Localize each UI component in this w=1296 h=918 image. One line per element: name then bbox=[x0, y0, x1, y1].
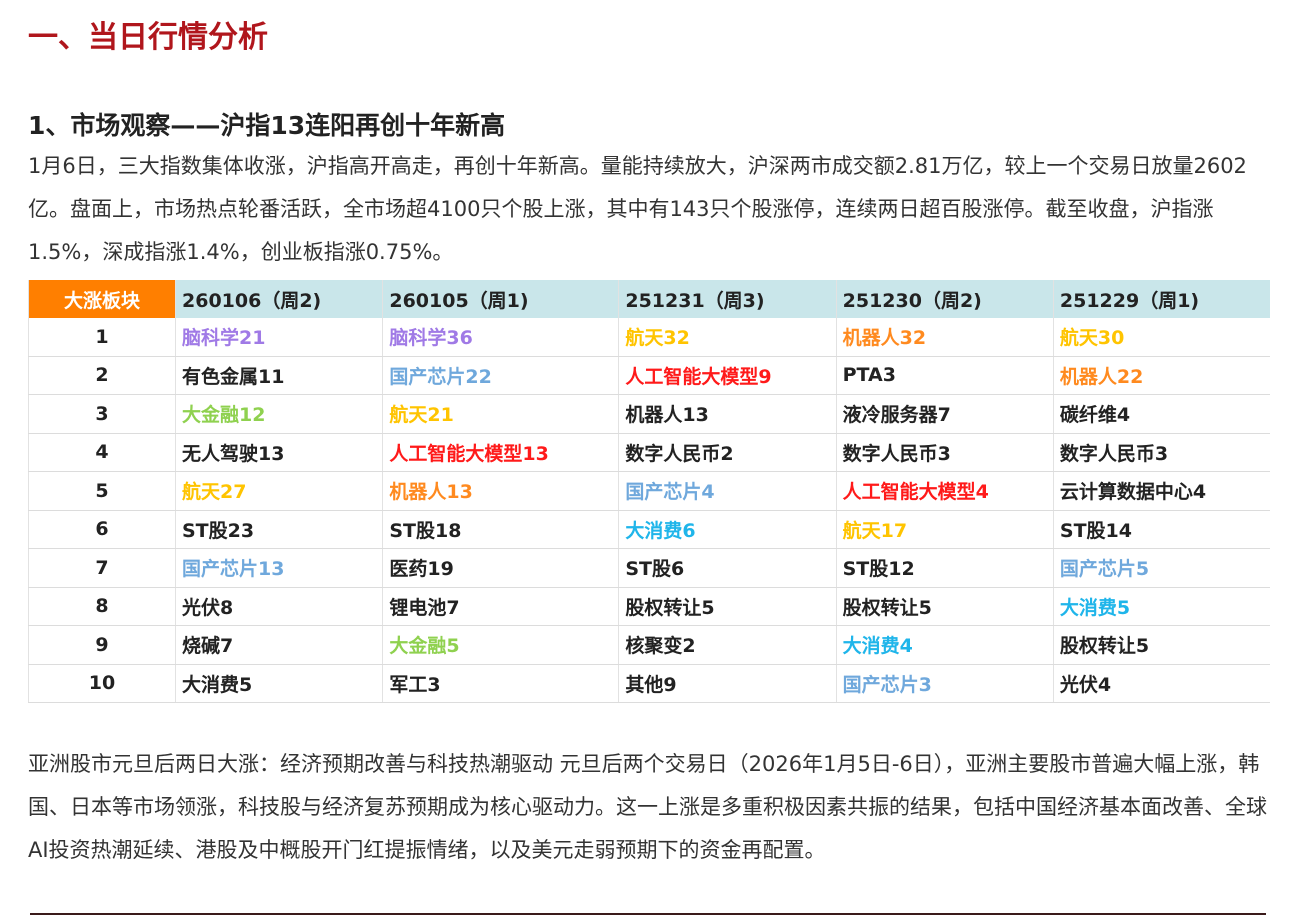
table-row: 9 烧碱7 大金融5 核聚变2 大消费4 股权转让5 bbox=[28, 625, 1270, 665]
sector-cell: 股权转让5 bbox=[1052, 625, 1270, 665]
sector-cell: 航天30 bbox=[1052, 318, 1270, 357]
sector-cell: 军工3 bbox=[382, 664, 619, 703]
date-header: 251231（周3) bbox=[618, 280, 837, 318]
sector-cell: 机器人32 bbox=[835, 318, 1054, 357]
table-row: 7 国产芯片13 医药19 ST股6 ST股12 国产芯片5 bbox=[28, 548, 1270, 588]
table-row: 3 大金融12 航天21 机器人13 液冷服务器7 碳纤维4 bbox=[28, 394, 1270, 434]
section-title: 一、当日行情分析 bbox=[28, 20, 268, 55]
sector-cell: 液冷服务器7 bbox=[835, 394, 1054, 434]
sector-cell: 股权转让5 bbox=[618, 587, 837, 626]
sector-cell: 机器人13 bbox=[618, 394, 837, 434]
sector-cell: 光伏4 bbox=[1052, 664, 1270, 703]
intro-paragraph: 1月6日，三大指数集体收涨，沪指高开高走，再创十年新高。量能持续放大，沪深两市成… bbox=[28, 154, 1247, 264]
asia-paragraph: 亚洲股市元旦后两日大涨：经济预期改善与科技热潮驱动 元旦后两个交易日（2026年… bbox=[28, 752, 1267, 862]
sector-cell: 国产芯片5 bbox=[1052, 548, 1270, 588]
rank-cell: 2 bbox=[28, 356, 176, 395]
rank-cell: 3 bbox=[28, 394, 176, 434]
sector-cell: 股权转让5 bbox=[835, 587, 1054, 626]
sector-cell: 机器人22 bbox=[1052, 356, 1270, 395]
sector-cell: 国产芯片4 bbox=[618, 471, 837, 511]
sector-cell: 大消费6 bbox=[618, 510, 837, 549]
sector-cell: 航天21 bbox=[382, 394, 619, 434]
sector-cell: 国产芯片22 bbox=[382, 356, 619, 395]
sector-cell: 医药19 bbox=[382, 548, 619, 588]
date-header: 251229（周1) bbox=[1052, 280, 1270, 318]
table-row: 6 ST股23 ST股18 大消费6 航天17 ST股14 bbox=[28, 510, 1270, 549]
date-header: 260105（周1) bbox=[382, 280, 619, 318]
rank-cell: 10 bbox=[28, 664, 176, 703]
divider bbox=[30, 913, 1266, 915]
table-row: 10 大消费5 军工3 其他9 国产芯片3 光伏4 bbox=[28, 664, 1270, 703]
sector-cell: 机器人13 bbox=[382, 471, 619, 511]
sector-cell: ST股12 bbox=[835, 548, 1054, 588]
sector-cell: 其他9 bbox=[618, 664, 837, 703]
rank-cell: 7 bbox=[28, 548, 176, 588]
table-row: 5 航天27 机器人13 国产芯片4 人工智能大模型4 云计算数据中心4 bbox=[28, 471, 1270, 511]
sector-cell: 脑科学36 bbox=[382, 318, 619, 357]
subsection-title: 1、市场观察——沪指13连阳再创十年新高 bbox=[28, 111, 506, 140]
table-row: 8 光伏8 锂电池7 股权转让5 股权转让5 大消费5 bbox=[28, 587, 1270, 626]
sector-cell: 航天17 bbox=[835, 510, 1054, 549]
sector-cell: PTA3 bbox=[835, 356, 1054, 395]
sector-cell: 人工智能大模型13 bbox=[382, 433, 619, 472]
sector-cell: 大消费5 bbox=[174, 664, 383, 703]
table-header-row: 大涨板块 260106（周2) 260105（周1) 251231（周3) 25123… bbox=[28, 280, 1270, 318]
rank-cell: 8 bbox=[28, 587, 176, 626]
sector-cell: 锂电池7 bbox=[382, 587, 619, 626]
rank-cell: 4 bbox=[28, 433, 176, 472]
sector-cell: 数字人民币3 bbox=[1052, 433, 1270, 472]
date-header: 260106（周2) bbox=[174, 280, 383, 318]
sector-cell: 航天27 bbox=[174, 471, 383, 511]
sector-cell: ST股18 bbox=[382, 510, 619, 549]
sector-cell: 光伏8 bbox=[174, 587, 383, 626]
sector-cell: 航天32 bbox=[618, 318, 837, 357]
sector-cell: 大消费4 bbox=[835, 625, 1054, 665]
sector-cell: ST股23 bbox=[174, 510, 383, 549]
rank-cell: 1 bbox=[28, 318, 176, 357]
sector-cell: 大消费5 bbox=[1052, 587, 1270, 626]
sector-cell: 有色金属11 bbox=[174, 356, 383, 395]
corner-header: 大涨板块 bbox=[28, 280, 176, 318]
sector-cell: 碳纤维4 bbox=[1052, 394, 1270, 434]
sector-cell: ST股6 bbox=[618, 548, 837, 588]
sector-cell: 烧碱7 bbox=[174, 625, 383, 665]
sector-cell: 数字人民币3 bbox=[835, 433, 1054, 472]
sector-cell: 无人驾驶13 bbox=[174, 433, 383, 472]
sector-cell: 脑科学21 bbox=[174, 318, 383, 357]
date-header: 251230（周2) bbox=[835, 280, 1054, 318]
sector-cell: 国产芯片3 bbox=[835, 664, 1054, 703]
sector-cell: 核聚变2 bbox=[618, 625, 837, 665]
table-row: 2 有色金属11 国产芯片22 人工智能大模型9 PTA3 机器人22 bbox=[28, 356, 1270, 395]
table-row: 1 脑科学21 脑科学36 航天32 机器人32 航天30 bbox=[28, 318, 1270, 357]
rank-cell: 6 bbox=[28, 510, 176, 549]
rank-cell: 5 bbox=[28, 471, 176, 511]
table-row: 4 无人驾驶13 人工智能大模型13 数字人民币2 数字人民币3 数字人民币3 bbox=[28, 433, 1270, 472]
sector-table: 大涨板块 260106（周2) 260105（周1) 251231（周3) 25123… bbox=[28, 280, 1270, 703]
sector-cell: 人工智能大模型9 bbox=[618, 356, 837, 395]
sector-cell: 大金融5 bbox=[382, 625, 619, 665]
sector-cell: 大金融12 bbox=[174, 394, 383, 434]
sector-cell: 人工智能大模型4 bbox=[835, 471, 1054, 511]
sector-cell: ST股14 bbox=[1052, 510, 1270, 549]
sector-cell: 国产芯片13 bbox=[174, 548, 383, 588]
sector-cell: 数字人民币2 bbox=[618, 433, 837, 472]
rank-cell: 9 bbox=[28, 625, 176, 665]
sector-cell: 云计算数据中心4 bbox=[1052, 471, 1270, 511]
